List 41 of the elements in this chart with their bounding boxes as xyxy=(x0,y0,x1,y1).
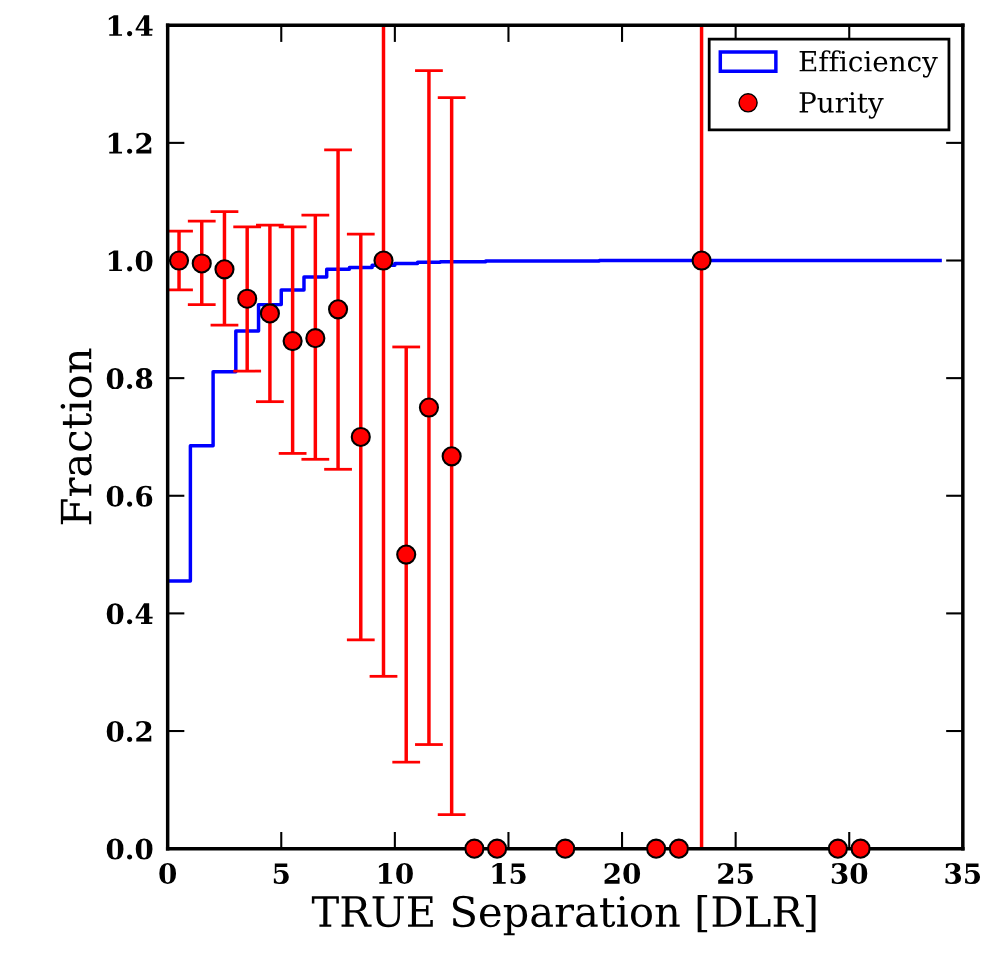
x-tick-label: 20 xyxy=(604,863,641,885)
point xyxy=(350,426,371,448)
y-tick-label: 1.4 xyxy=(108,15,153,37)
y-tick-label: 0.4 xyxy=(106,603,153,625)
legend-label: Efficiency xyxy=(799,50,938,78)
x-axis-title: TRUE Separation [DLR] xyxy=(311,894,816,936)
point xyxy=(646,838,667,859)
point xyxy=(373,250,394,271)
y-tick-label: 0.8 xyxy=(106,368,153,390)
x-tick-label: 35 xyxy=(945,863,981,885)
x-tick-label: 15 xyxy=(492,863,526,885)
point xyxy=(555,838,576,859)
x-tick-label: 10 xyxy=(378,863,413,885)
point xyxy=(396,544,417,565)
y-axis-title: Fraction xyxy=(60,348,92,525)
point xyxy=(259,303,280,324)
point xyxy=(418,397,440,418)
x-tick-label: 30 xyxy=(831,863,868,885)
point xyxy=(827,838,848,859)
point xyxy=(327,299,349,320)
point xyxy=(441,446,462,467)
point xyxy=(168,250,190,271)
point xyxy=(668,838,689,859)
point xyxy=(691,250,712,271)
point xyxy=(191,253,212,274)
y-tick-label: 1.0 xyxy=(108,250,153,272)
y-tick-label: 1.2 xyxy=(108,132,152,154)
point xyxy=(487,838,508,859)
x-tick-label: 0 xyxy=(159,863,177,885)
y-tick-label: 0.6 xyxy=(106,485,153,507)
legend-label: Purity xyxy=(799,92,884,119)
x-tick-label: 5 xyxy=(273,863,289,885)
point xyxy=(237,288,258,309)
y-tick-label: 0.0 xyxy=(106,838,153,860)
y-tick-label: 0.2 xyxy=(106,720,152,742)
point xyxy=(282,331,303,352)
point xyxy=(214,259,235,280)
point xyxy=(850,838,871,859)
point xyxy=(305,328,326,349)
x-tick-label: 25 xyxy=(718,863,753,885)
point xyxy=(464,838,485,859)
